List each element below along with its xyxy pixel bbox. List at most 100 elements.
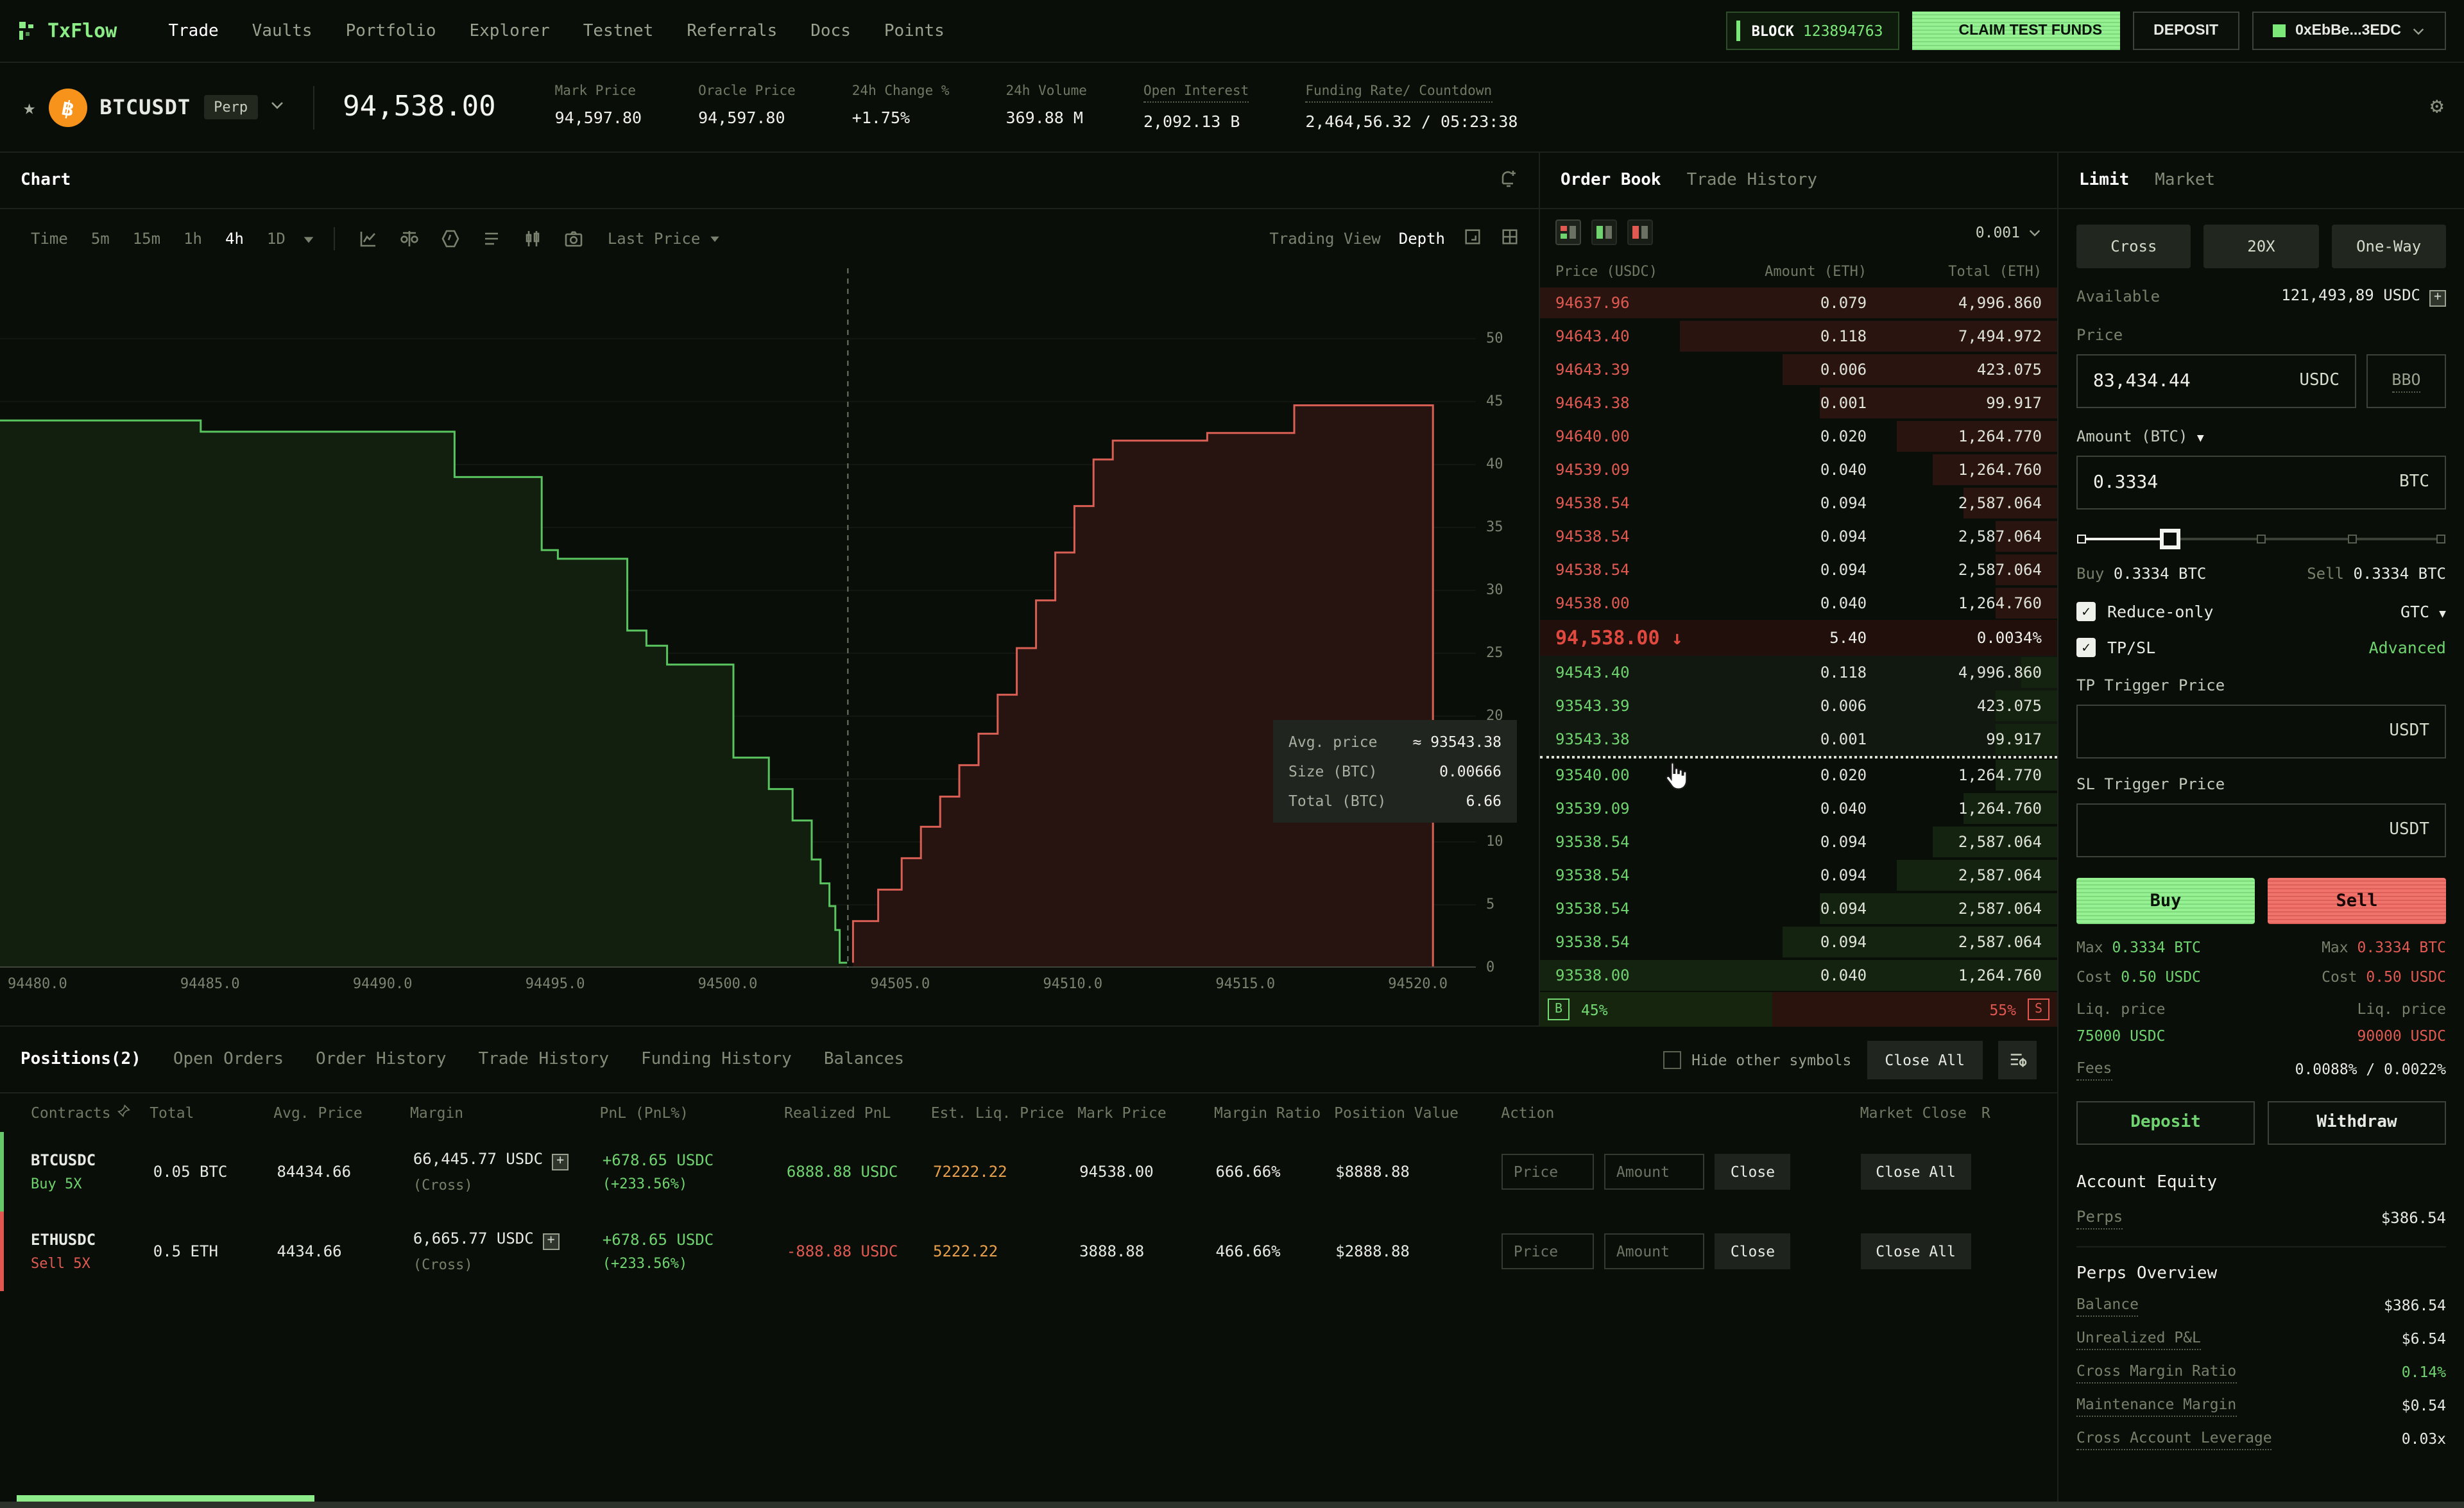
expand-icon[interactable] bbox=[1463, 227, 1482, 250]
price-source-dropdown[interactable]: Last Price bbox=[608, 230, 721, 248]
advanced-link[interactable]: Advanced bbox=[2368, 637, 2446, 656]
precision-dropdown[interactable]: 0.001 bbox=[1976, 223, 2042, 241]
chart-view-tab[interactable]: Trading View bbox=[1269, 230, 1381, 248]
bid-row[interactable]: 94543.40 0.118 4,996.860 bbox=[1540, 656, 2057, 689]
nav-item[interactable]: Portfolio bbox=[345, 21, 436, 40]
compare-icon[interactable] bbox=[400, 228, 420, 249]
add-margin-icon[interactable]: + bbox=[552, 1153, 569, 1170]
layout-grid-icon[interactable] bbox=[1500, 227, 1519, 250]
bid-row[interactable]: 93538.00 0.040 1,264.760 bbox=[1540, 959, 2057, 992]
orderbook-tab[interactable]: Trade History bbox=[1686, 171, 1818, 190]
withdraw-button[interactable]: Withdraw bbox=[2268, 1101, 2446, 1144]
timeframe-button[interactable]: Time bbox=[31, 230, 68, 248]
positions-tab[interactable]: Balances bbox=[823, 1050, 905, 1069]
claim-test-funds-button[interactable]: CLAIM TEST FUNDS bbox=[1912, 12, 2121, 50]
nav-item[interactable]: Docs bbox=[810, 21, 851, 40]
timeframe-button[interactable]: 4h bbox=[225, 230, 244, 248]
symbol-chevron-icon[interactable] bbox=[270, 98, 285, 117]
sl-trigger-input[interactable]: USDT bbox=[2076, 803, 2446, 857]
bid-row[interactable]: 93543.38 0.001 99.917 bbox=[1540, 723, 2057, 756]
positions-tab[interactable]: Funding History bbox=[641, 1050, 792, 1069]
bid-row[interactable]: 93538.54 0.094 2,587.064 bbox=[1540, 925, 2057, 959]
orderbook-tab[interactable]: Order Book bbox=[1561, 171, 1661, 190]
favorite-star-icon[interactable]: ★ bbox=[23, 95, 36, 119]
timeframe-button[interactable]: 5m bbox=[90, 230, 110, 248]
close-all-positions-button[interactable]: Close All bbox=[1867, 1040, 1983, 1079]
add-funds-icon[interactable]: + bbox=[2429, 289, 2446, 306]
amount-label[interactable]: Amount (BTC) ▼ bbox=[2076, 427, 2204, 445]
sell-button[interactable]: Sell bbox=[2268, 877, 2446, 923]
deposit-button[interactable]: Deposit bbox=[2076, 1101, 2255, 1144]
position-mode-button[interactable]: One-Way bbox=[2331, 225, 2446, 268]
tpsl-checkbox[interactable]: ✓ TP/SL bbox=[2076, 637, 2155, 656]
leverage-button[interactable]: 20X bbox=[2203, 225, 2319, 268]
close-price-input[interactable] bbox=[1502, 1233, 1595, 1269]
timeframe-button[interactable]: 1D bbox=[266, 230, 286, 248]
order-type-tab[interactable]: Market bbox=[2155, 171, 2216, 190]
add-margin-icon[interactable]: + bbox=[542, 1233, 560, 1250]
cross-button[interactable]: Cross bbox=[2076, 225, 2191, 268]
ask-row[interactable]: 94539.09 0.040 1,264.760 bbox=[1540, 453, 2057, 486]
book-view-both-icon[interactable] bbox=[1555, 219, 1581, 245]
book-view-bids-icon[interactable] bbox=[1591, 219, 1617, 245]
deposit-nav-button[interactable]: DEPOSIT bbox=[2133, 12, 2239, 50]
market-close-all-button[interactable]: Close All bbox=[1860, 1154, 1971, 1190]
positions-tab[interactable]: Order History bbox=[316, 1050, 447, 1069]
horizontal-scrollbar-track[interactable] bbox=[0, 1502, 2464, 1508]
ask-row[interactable]: 94643.38 0.001 99.917 bbox=[1540, 386, 2057, 420]
logo[interactable]: TxFlow bbox=[18, 19, 117, 42]
price-input[interactable]: 83,434.44 USDC bbox=[2076, 354, 2356, 407]
nav-item[interactable]: Explorer bbox=[469, 21, 550, 40]
camera-icon[interactable] bbox=[564, 228, 585, 249]
ask-row[interactable]: 94538.54 0.094 2,587.064 bbox=[1540, 520, 2057, 553]
bid-row[interactable]: 93538.54 0.094 2,587.064 bbox=[1540, 859, 2057, 892]
positions-tab[interactable]: Trade History bbox=[478, 1050, 610, 1069]
bid-row[interactable]: 93538.54 0.094 2,587.064 bbox=[1540, 892, 2057, 925]
timeframe-dropdown-icon[interactable] bbox=[302, 232, 316, 246]
tif-dropdown[interactable]: GTC ▼ bbox=[2400, 601, 2446, 621]
reduce-only-checkbox[interactable]: ✓ Reduce-only bbox=[2076, 601, 2214, 621]
bid-row[interactable]: 93538.54 0.094 2,587.064 bbox=[1540, 825, 2057, 859]
close-price-input[interactable] bbox=[1502, 1154, 1595, 1190]
mid-price-row[interactable]: 94,538.00 ↓ 5.40 0.0034% bbox=[1540, 620, 2057, 656]
ask-row[interactable]: 94643.39 0.006 423.075 bbox=[1540, 353, 2057, 386]
bid-row[interactable]: 93539.09 0.040 1,264.760 bbox=[1540, 792, 2057, 825]
chart-view-tab[interactable]: Depth bbox=[1398, 230, 1445, 248]
nav-item[interactable]: Referrals bbox=[687, 21, 778, 40]
close-amount-input[interactable] bbox=[1604, 1154, 1705, 1190]
timeframe-button[interactable]: 15m bbox=[132, 230, 161, 248]
ask-row[interactable]: 94538.54 0.094 2,587.064 bbox=[1540, 486, 2057, 520]
book-view-asks-icon[interactable] bbox=[1627, 219, 1653, 245]
table-settings-icon[interactable] bbox=[1998, 1040, 2037, 1079]
alert-add-icon[interactable] bbox=[1498, 167, 1518, 193]
close-amount-input[interactable] bbox=[1604, 1233, 1705, 1269]
tp-trigger-input[interactable]: USDT bbox=[2076, 704, 2446, 758]
ask-row[interactable]: 94643.40 0.118 7,494.972 bbox=[1540, 320, 2057, 353]
close-button[interactable]: Close bbox=[1715, 1154, 1791, 1190]
bid-row[interactable]: 93540.00 0.020 1,264.770 bbox=[1540, 758, 2057, 792]
hide-other-symbols-checkbox[interactable]: Hide other symbols bbox=[1663, 1050, 1851, 1068]
nav-item[interactable]: Points bbox=[884, 21, 945, 40]
market-close-all-button[interactable]: Close All bbox=[1860, 1233, 1971, 1269]
positions-tab[interactable]: Positions(2) bbox=[21, 1050, 141, 1069]
size-slider[interactable] bbox=[2077, 528, 2445, 549]
close-button[interactable]: Close bbox=[1715, 1233, 1791, 1269]
nav-item[interactable]: Testnet bbox=[583, 21, 654, 40]
line-chart-icon[interactable] bbox=[359, 228, 379, 249]
depth-chart[interactable]: 94480.0 94485.0 94490.0 94495.0 94500.0 94505… bbox=[0, 268, 1539, 1025]
timeframe-button[interactable]: 1h bbox=[184, 230, 202, 248]
amount-input[interactable]: 0.3334 BTC bbox=[2076, 455, 2446, 509]
slider-handle[interactable] bbox=[2160, 528, 2180, 549]
buy-button[interactable]: Buy bbox=[2076, 877, 2255, 923]
nav-item[interactable]: Trade bbox=[168, 21, 219, 40]
bbo-button[interactable]: BBO bbox=[2366, 354, 2446, 407]
bid-row[interactable]: 93543.39 0.006 423.075 bbox=[1540, 689, 2057, 723]
positions-tab[interactable]: Open Orders bbox=[173, 1050, 284, 1069]
candlestick-icon[interactable] bbox=[523, 228, 543, 249]
ask-row[interactable]: 94538.00 0.040 1,264.760 bbox=[1540, 587, 2057, 620]
alert-hexagon-icon[interactable] bbox=[441, 228, 461, 249]
nav-item[interactable]: Vaults bbox=[252, 21, 312, 40]
wallet-menu[interactable]: 0xEbBe...3EDC bbox=[2252, 12, 2446, 50]
gear-icon[interactable]: ⚙ bbox=[2430, 94, 2444, 119]
ask-row[interactable]: 94637.96 0.079 4,996.860 bbox=[1540, 286, 2057, 320]
